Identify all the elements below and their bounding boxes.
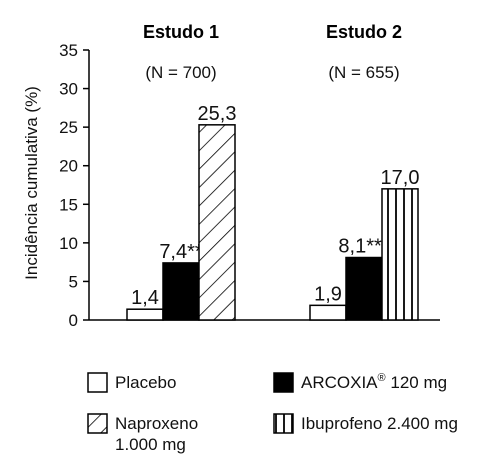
- bar: [345, 256, 383, 321]
- bar-value-label: 8,1***: [338, 236, 389, 258]
- group-n-label: (N = 700): [145, 63, 216, 82]
- legend-label: 1.000 mg: [115, 435, 186, 454]
- bar: [198, 124, 236, 321]
- group-titles: Estudo 1 (N = 700) Estudo 2 (N = 655): [143, 22, 402, 82]
- legend-swatch: [273, 413, 294, 434]
- y-tick-label: 25: [59, 118, 78, 137]
- legend-label: ARCOXIA® 120 mg: [301, 372, 447, 392]
- y-tick-label: 15: [59, 195, 78, 214]
- bar: [309, 304, 347, 321]
- legend-swatch: [87, 413, 108, 434]
- bar-value-label: 25,3: [198, 103, 237, 125]
- bar: [126, 308, 164, 321]
- bar-value-label: 17,0: [381, 167, 420, 189]
- bar-value-label: 1,4: [131, 287, 159, 309]
- bars: 1,4 7,4** 25,3 1,9 8,1*** 17,0: [126, 103, 420, 321]
- legend-swatch: [87, 372, 108, 393]
- y-tick-label: 5: [69, 272, 78, 291]
- bar-value-label: 1,9: [314, 283, 342, 305]
- y-axis-label: Incidência cumulativa (%): [22, 86, 41, 280]
- legend: Placebo ARCOXIA® 120 mg Naproxeno 1.000 mg I…: [87, 372, 458, 454]
- y-tick-label: 30: [59, 80, 78, 99]
- legend-label: Naproxeno: [115, 414, 198, 433]
- y-tick-label: 35: [59, 41, 78, 60]
- y-tick-label: 0: [69, 311, 78, 330]
- y-tick-label: 20: [59, 157, 78, 176]
- group-n-label: (N = 655): [328, 63, 399, 82]
- y-tick-label: 10: [59, 234, 78, 253]
- legend-label: Placebo: [115, 373, 176, 392]
- group-title: Estudo 2: [326, 22, 402, 42]
- bar: [162, 262, 200, 321]
- bar: [381, 188, 419, 321]
- legend-swatch: [273, 372, 294, 393]
- legend-label: Ibuprofeno 2.400 mg: [301, 414, 458, 433]
- group-title: Estudo 1: [143, 22, 219, 42]
- bar-value-label: 7,4**: [159, 241, 203, 263]
